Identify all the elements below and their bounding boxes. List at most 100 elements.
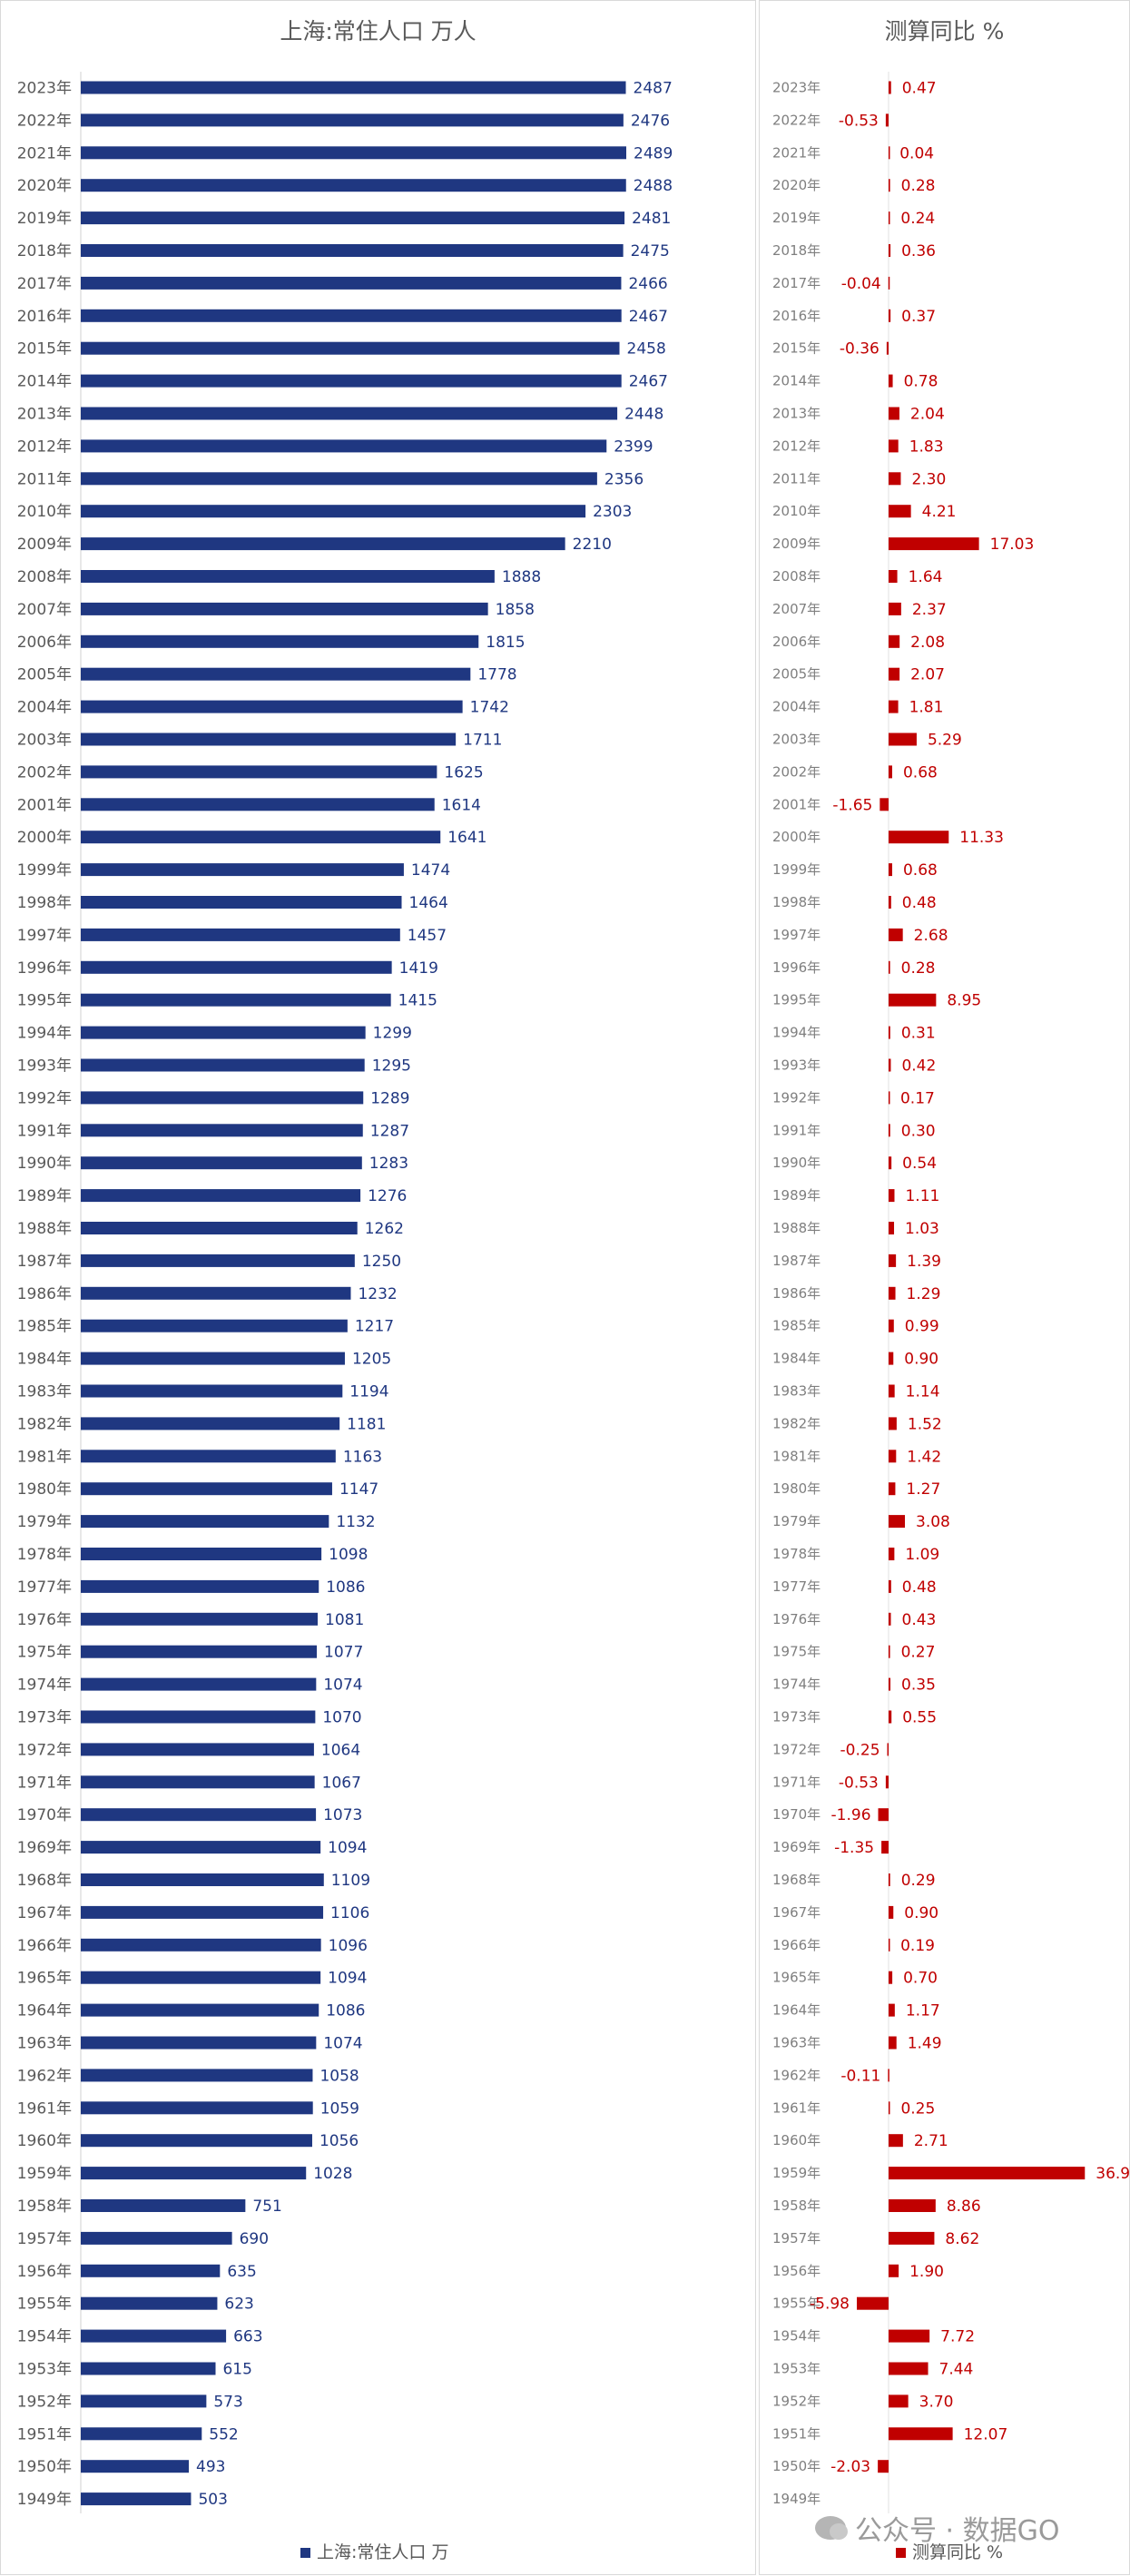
- yoy-category-label: 2000年: [772, 829, 820, 845]
- population-data-label: 1073: [323, 1806, 362, 1824]
- population-data-label: 1106: [330, 1904, 369, 1922]
- yoy-data-label: 12.07: [964, 2425, 1008, 2443]
- population-bar: [81, 960, 392, 974]
- population-bar: [81, 1710, 316, 1724]
- yoy-category-label: 1986年: [772, 1285, 820, 1302]
- population-data-label: 2466: [628, 275, 667, 293]
- yoy-data-label: 0.90: [904, 1904, 938, 1922]
- yoy-category-label: 1971年: [772, 1774, 820, 1790]
- yoy-category-label: 1987年: [772, 1253, 820, 1269]
- yoy-bar: [889, 2134, 903, 2148]
- population-category-label: 1987年: [17, 1253, 72, 1271]
- yoy-data-label: 7.72: [940, 2328, 975, 2346]
- yoy-data-label: 0.27: [901, 1644, 936, 1662]
- population-category-label: 1971年: [17, 1774, 72, 1792]
- population-category-label: 1960年: [17, 2132, 72, 2150]
- population-data-label: 2356: [604, 470, 644, 488]
- yoy-bar: [889, 1026, 890, 1039]
- population-bar: [81, 1189, 361, 1203]
- population-bar: [81, 537, 565, 551]
- yoy-bar: [889, 2231, 935, 2245]
- population-bar: [81, 244, 624, 257]
- yoy-data-label: 0.78: [904, 373, 938, 391]
- watermark-text: 公众号 · 数据GO: [855, 2515, 1060, 2547]
- yoy-data-label: 0.28: [901, 177, 936, 195]
- yoy-data-label: 2.08: [910, 634, 945, 652]
- yoy-legend: 测算同比 %: [896, 2539, 1003, 2563]
- population-bar-chart: 2023年 2487 2022年 2476 2021年 2489 2020年 2488 2019…: [17, 72, 673, 2513]
- yoy-bar: [889, 211, 890, 225]
- yoy-data-label: -1.96: [831, 1806, 871, 1824]
- yoy-bar: [889, 2101, 890, 2115]
- population-bar: [81, 2427, 202, 2441]
- population-data-label: 1283: [369, 1155, 408, 1173]
- yoy-category-label: 2013年: [772, 406, 820, 422]
- population-category-label: 1994年: [17, 1025, 72, 1043]
- population-data-label: 1147: [339, 1480, 378, 1499]
- yoy-data-label: 0.36: [901, 242, 936, 261]
- population-data-label: 1299: [373, 1025, 412, 1043]
- yoy-category-label: 2009年: [772, 536, 820, 552]
- yoy-bar: [889, 1677, 891, 1691]
- yoy-data-label: 4.21: [922, 503, 957, 521]
- population-category-label: 2017年: [17, 275, 72, 293]
- yoy-data-label: 1.14: [906, 1383, 940, 1401]
- yoy-category-label: 1970年: [772, 1806, 820, 1823]
- yoy-bar: [889, 732, 917, 746]
- population-bar: [81, 439, 607, 453]
- yoy-data-label: -0.53: [839, 1774, 879, 1792]
- yoy-category-label: 1988年: [772, 1220, 820, 1236]
- population-data-label: 2487: [634, 80, 673, 98]
- yoy-data-label: -0.25: [840, 1741, 880, 1759]
- yoy-bar: [889, 667, 900, 681]
- population-category-label: 2021年: [17, 144, 72, 162]
- population-bar: [81, 1091, 364, 1105]
- yoy-bar: [885, 113, 889, 127]
- yoy-category-label: 2012年: [772, 438, 820, 454]
- yoy-data-label: 0.99: [905, 1318, 939, 1336]
- population-bar: [81, 472, 597, 486]
- yoy-bar: [889, 472, 901, 486]
- population-data-label: 1028: [313, 2165, 352, 2183]
- yoy-bar: [889, 863, 892, 877]
- yoy-data-label: 0.25: [900, 2099, 935, 2118]
- population-bar: [81, 1808, 317, 1822]
- population-bar: [81, 1775, 315, 1789]
- yoy-bar: [889, 1645, 890, 1658]
- yoy-category-label: 1959年: [772, 2165, 820, 2181]
- population-data-label: 1858: [496, 601, 535, 619]
- yoy-bar: [889, 1710, 892, 1724]
- population-data-label: 1067: [322, 1774, 361, 1792]
- yoy-category-label: 1989年: [772, 1187, 820, 1204]
- yoy-category-label: 1953年: [772, 2361, 820, 2377]
- population-category-label: 1983年: [17, 1383, 72, 1401]
- yoy-data-label: 8.86: [947, 2197, 981, 2216]
- population-data-label: 1262: [365, 1220, 404, 1238]
- population-category-label: 1984年: [17, 1351, 72, 1369]
- yoy-bar: [889, 1352, 894, 1365]
- population-bar: [81, 1971, 321, 1984]
- yoy-category-label: 1985年: [772, 1318, 820, 1334]
- yoy-category-label: 1966年: [772, 1937, 820, 1953]
- population-bar: [81, 2036, 317, 2050]
- yoy-data-label: 1.29: [907, 1285, 941, 1303]
- population-category-label: 1993年: [17, 1057, 72, 1076]
- population-data-label: 552: [209, 2425, 238, 2443]
- yoy-data-label: 11.33: [959, 829, 1004, 847]
- population-data-label: 1232: [358, 1285, 397, 1303]
- population-data-label: 1181: [347, 1415, 386, 1433]
- population-bar: [81, 407, 618, 420]
- yoy-data-label: 0.29: [901, 1872, 936, 1890]
- yoy-bar: [889, 374, 893, 388]
- population-data-label: 1711: [463, 732, 502, 750]
- population-bar: [81, 1352, 345, 1365]
- population-category-label: 2007年: [17, 601, 72, 619]
- population-data-label: 1464: [409, 894, 448, 912]
- population-data-label: 1457: [408, 927, 447, 945]
- yoy-bar: [889, 634, 900, 648]
- yoy-category-label: 1951年: [772, 2425, 820, 2442]
- population-data-label: 1742: [470, 699, 509, 717]
- yoy-category-label: 1980年: [772, 1480, 820, 1497]
- population-data-label: 1415: [398, 992, 437, 1010]
- yoy-category-label: 1982年: [772, 1415, 820, 1431]
